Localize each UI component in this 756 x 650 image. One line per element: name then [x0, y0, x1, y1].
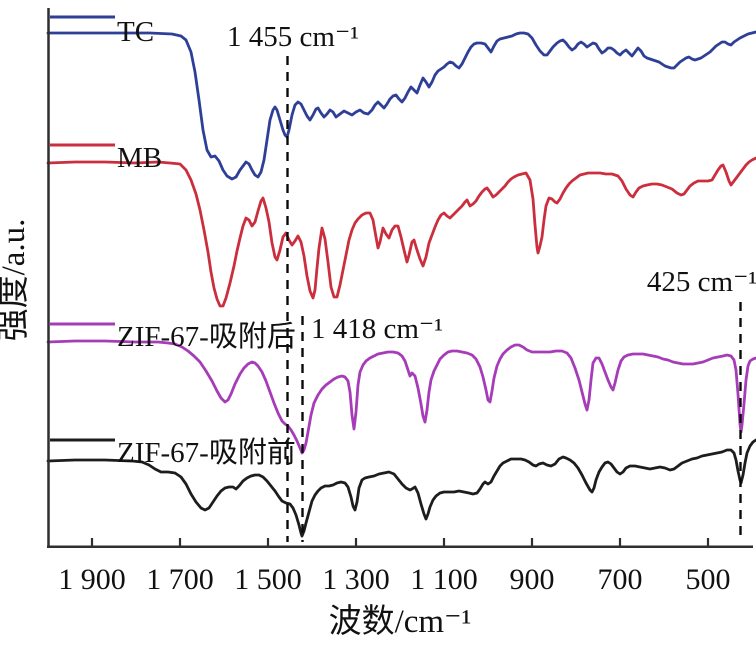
y-axis-title: 强度/a.u.	[0, 219, 32, 342]
spectrum-curve-tc	[46, 30, 756, 181]
legend-label-tc: TC	[117, 16, 154, 48]
legend-group: TC MB ZIF-67-吸附后 ZIF-67-吸附前	[50, 15, 296, 469]
x-tick-label: 1 500	[234, 563, 302, 596]
spectrum-curve-zif67-before	[46, 438, 756, 538]
annotation-label: 425 cm⁻¹	[647, 266, 756, 298]
legend-label-mb: MB	[117, 142, 162, 174]
x-tick-label: 900	[510, 563, 555, 596]
spectrum-curve-zif67-after	[46, 339, 756, 455]
annotation-lines-group: 1 455 cm⁻¹ 1 418 cm⁻¹ 425 cm⁻¹	[227, 21, 756, 542]
x-tick-label: 700	[598, 563, 643, 596]
x-tick-label: 1 300	[322, 563, 390, 596]
x-tick-label: 1 900	[58, 563, 126, 596]
x-tick-label: 1 100	[410, 563, 478, 596]
spectrum-curve-mb	[46, 156, 756, 308]
legend-label-zif67-after: ZIF-67-吸附后	[117, 320, 296, 353]
annotation-label: 1 418 cm⁻¹	[311, 313, 443, 345]
x-tick-label: 500	[686, 563, 731, 596]
annotation-label: 1 455 cm⁻¹	[227, 21, 359, 53]
x-axis-title: 波数/cm⁻¹	[329, 603, 472, 640]
x-ticks-group: 1 900 1 700 1 500 1 300 1 100 900 700 500	[58, 538, 731, 596]
x-tick-label: 1 700	[146, 563, 214, 596]
legend-label-zif67-before: ZIF-67-吸附前	[117, 436, 296, 469]
spectra-curves-group	[46, 30, 756, 538]
